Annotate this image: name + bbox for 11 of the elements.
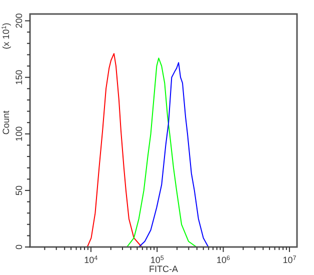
y-tick-label: 50	[14, 185, 24, 196]
y-axis-title: Count	[1, 110, 11, 135]
x-axis-title: FITC-A	[149, 264, 178, 274]
x-tick-label: 10$^{7}$	[282, 254, 297, 265]
y-tick-label: 150	[14, 70, 24, 85]
x-tick-label: 10$^{4}$	[84, 254, 98, 265]
y-tick-label: 200	[14, 13, 24, 28]
x-tick-label: 10$^{6}$	[216, 254, 231, 265]
y-tick-label: 0	[14, 244, 24, 250]
x-tick-label: 10$^{5}$	[150, 254, 164, 265]
y-tick-label: 100	[14, 126, 24, 142]
